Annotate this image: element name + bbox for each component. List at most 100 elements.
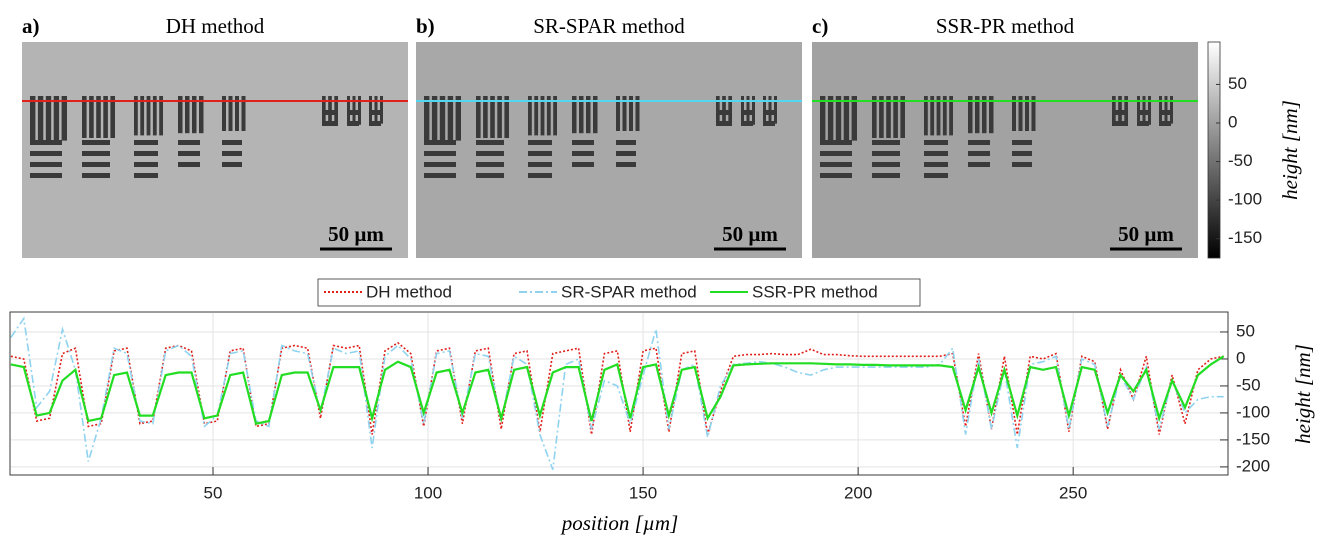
target-bar (89, 96, 94, 138)
target-bar (553, 96, 557, 136)
panel-label: c) (812, 14, 828, 38)
colorbar-label: height [nm] (1278, 100, 1302, 200)
target-bar (241, 96, 246, 131)
target-bar (369, 96, 372, 124)
target-bar (616, 151, 636, 156)
target-bar (768, 96, 772, 124)
target-bar (347, 110, 359, 115)
target-bar (1031, 96, 1036, 131)
target-bar (728, 96, 732, 126)
target-bar (893, 96, 898, 138)
scale-bar-label: 50 µm (722, 222, 778, 246)
target-bar (1164, 96, 1168, 124)
target-bar (763, 96, 766, 124)
target-bar (572, 151, 594, 156)
image (416, 42, 802, 258)
target-bar (1159, 110, 1171, 115)
target-bar (334, 96, 338, 126)
image-panels: a) DH method 50 µm b) SR-SPAR method 50 µm c) S… (22, 14, 1198, 258)
target-bar (322, 110, 336, 115)
target-bar (1137, 121, 1149, 126)
target-bar (53, 96, 60, 141)
target-bar (134, 173, 158, 178)
target-bar (82, 96, 87, 138)
target-bar (490, 96, 495, 138)
target-bar (716, 110, 730, 115)
target-bar (616, 162, 636, 167)
target-bar (476, 96, 481, 138)
target-bar (103, 96, 108, 138)
target-bar (924, 140, 948, 145)
legend-label: DH method (366, 282, 452, 301)
target-bar (178, 140, 200, 145)
target-bar (1159, 96, 1162, 124)
target-bar (528, 140, 552, 145)
target-bar (30, 140, 62, 145)
target-bar (843, 96, 850, 141)
target-bar (1159, 121, 1171, 126)
target-bar (235, 96, 239, 131)
target-bar (82, 162, 110, 167)
target-bar (572, 162, 594, 167)
target-bar (369, 110, 381, 115)
series-line (10, 355, 1225, 425)
target-bar (134, 140, 158, 145)
target-bar (741, 121, 753, 126)
target-bar (851, 96, 857, 141)
target-bar (968, 96, 973, 134)
x-tick-label: 250 (1059, 483, 1087, 502)
scale-bar-label: 50 µm (328, 222, 384, 246)
target-bar (424, 173, 456, 178)
target-bar (82, 140, 110, 145)
target-bar (380, 96, 383, 124)
target-bar (1018, 96, 1023, 131)
target-bar (820, 162, 852, 167)
target-bar (924, 151, 948, 156)
target-bar (134, 96, 138, 136)
target-bar (528, 162, 552, 167)
image (812, 42, 1198, 258)
image (22, 42, 408, 258)
target-bar (593, 96, 598, 134)
target-bar (178, 96, 183, 134)
x-tick-label: 100 (414, 483, 442, 502)
series-line (10, 316, 1224, 470)
plot-area (9, 311, 1229, 476)
target-bar (37, 96, 44, 141)
target-bar (483, 96, 488, 138)
plot-frame (9, 311, 1229, 476)
x-tick-label: 50 (204, 483, 223, 502)
target-bar (989, 96, 994, 134)
target-bar (134, 151, 158, 156)
target-bar (30, 96, 36, 141)
target-bar (476, 173, 504, 178)
target-bar (185, 96, 190, 134)
target-bar (886, 96, 891, 138)
target-bar (431, 96, 438, 141)
target-bar (924, 173, 948, 178)
target-bar (872, 96, 877, 138)
target-bar (716, 121, 730, 126)
target-bar (872, 151, 900, 156)
target-bar (528, 151, 552, 156)
target-bar (872, 173, 900, 178)
x-axis-label: position [µm] (560, 511, 679, 535)
target-bar (629, 96, 633, 131)
series-line (10, 341, 1224, 435)
colorbar-tick-label: -150 (1228, 228, 1262, 247)
legend-label: SSR-PR method (752, 282, 878, 301)
target-bar (504, 96, 509, 138)
target-bar (1012, 96, 1016, 131)
y-tick-label: -50 (1236, 375, 1261, 394)
target-bar (228, 96, 233, 131)
target-bar (942, 96, 947, 136)
panel-title: DH method (166, 14, 265, 38)
target-bar (924, 162, 948, 167)
target-bar (968, 140, 990, 145)
target-bar (1012, 151, 1032, 156)
y-tick-label: 0 (1236, 348, 1245, 367)
target-bar (572, 140, 594, 145)
target-bar (222, 140, 242, 145)
target-bar (827, 96, 834, 141)
target-bar (424, 140, 456, 145)
